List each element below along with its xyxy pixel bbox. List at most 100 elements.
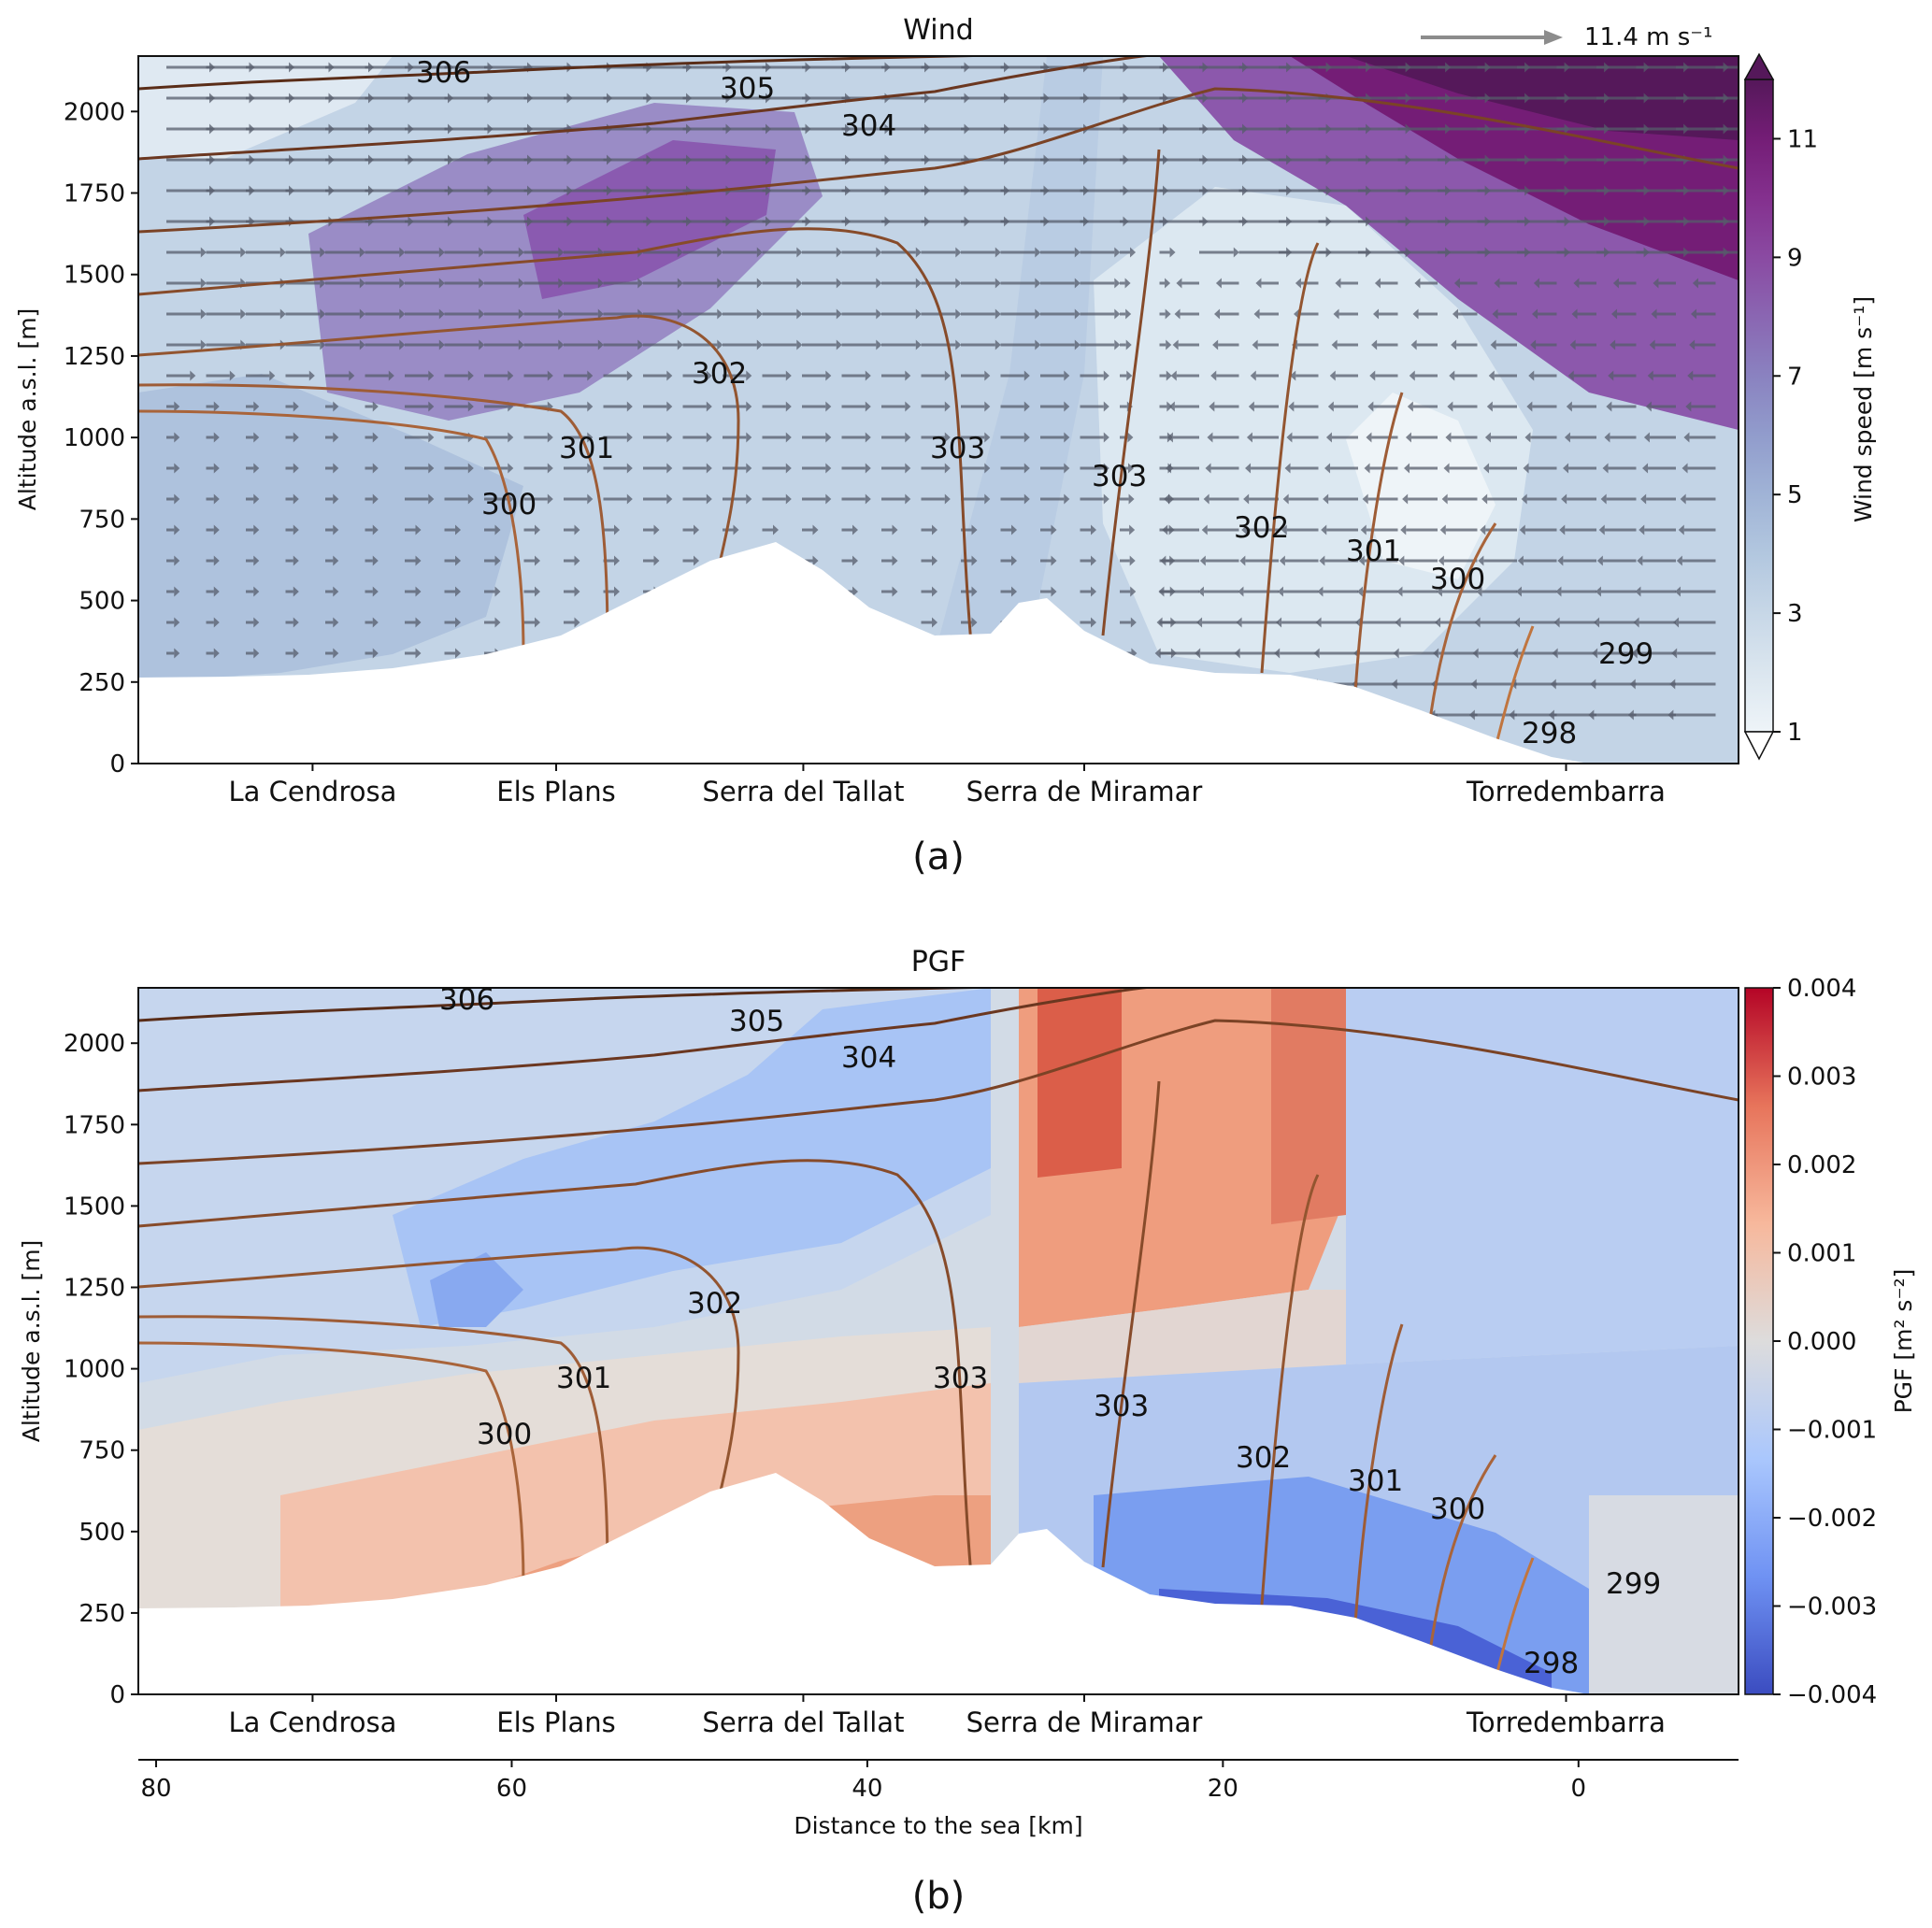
wind-vector-head	[1212, 339, 1219, 350]
wind-vector-head	[558, 339, 565, 350]
panel-a-location-label: Els Plans	[496, 776, 616, 807]
wind-vector-head	[1639, 524, 1645, 536]
wind-vector-head	[1483, 463, 1490, 474]
contour-label-303-b: 303	[933, 1362, 988, 1395]
panel-a-ytick-label: 1750	[64, 180, 125, 208]
panel-b-ytick-label: 750	[79, 1437, 125, 1465]
wind-vector-head	[535, 617, 540, 628]
wind-vector-head	[597, 278, 604, 289]
wind-vector-head	[1645, 401, 1652, 412]
pgf-region-negative-upper-right	[1346, 988, 1739, 1364]
contour-label-302-right-a: 302	[1234, 511, 1289, 545]
wind-vector-head	[1561, 493, 1567, 505]
wind-vector-head	[174, 463, 180, 474]
wind-vector-head	[1114, 278, 1121, 289]
wind-vector-head	[1364, 463, 1370, 474]
wind-colorbar-ticks: 1 3 5 7 9 11	[1773, 125, 1818, 747]
wind-vector-head	[825, 493, 832, 505]
wind-vector-head	[479, 339, 485, 350]
wind-vector-head	[1637, 555, 1643, 566]
contour-label-303-right-a: 303	[1092, 460, 1147, 493]
wind-vector-head	[455, 586, 461, 597]
wind-vector-head	[694, 524, 699, 536]
wind-vector-head	[1595, 586, 1601, 597]
wind-vector-head	[1166, 339, 1172, 350]
wind-vector-head	[944, 493, 951, 505]
wind-vector-head	[653, 555, 660, 566]
wind-vector-head	[1689, 339, 1696, 350]
wind-vector-head	[1130, 247, 1137, 258]
wind-vector-head	[279, 308, 286, 320]
wind-vector-head	[666, 463, 673, 474]
wind-vector-head	[1552, 648, 1558, 659]
wind-vector-head	[1051, 586, 1057, 597]
wind-vector-head	[359, 308, 365, 320]
wind-region-gap	[935, 56, 1103, 654]
wind-vector-head	[1374, 278, 1381, 289]
wind-vector-head	[1476, 586, 1482, 597]
wind-vector-head	[717, 339, 723, 350]
wind-vector-head	[455, 648, 461, 659]
contour-label-303-right-b: 303	[1094, 1390, 1149, 1423]
wind-vector-head	[253, 493, 260, 505]
wind-vector-head	[1274, 648, 1281, 659]
wind-vector-head	[213, 555, 220, 566]
isentrope-299-a	[1494, 625, 1535, 749]
wind-vector-head	[1526, 401, 1533, 412]
wind-vector-head	[415, 617, 422, 628]
wind-vector-head	[1241, 524, 1248, 536]
pgf-colorbar-tick-label: 0.001	[1787, 1240, 1856, 1268]
wind-vector-head	[1023, 370, 1030, 381]
panel-b-ytick-label: 1000	[64, 1356, 125, 1384]
wind-colorbar	[1744, 79, 1774, 733]
wind-vector-head	[359, 339, 365, 350]
wind-vector-head	[1164, 493, 1170, 505]
panel-a-location-labels: La Cendrosa Els Plans Serra del Tallat Serr…	[228, 764, 1666, 807]
wind-vector-head	[1125, 308, 1132, 320]
wind-vector-head	[558, 308, 565, 320]
wind-vector-head	[706, 493, 712, 505]
panel-b-location-label: Torredembarra	[1466, 1707, 1666, 1738]
wind-vector-head	[1165, 278, 1171, 289]
wind-vector-head	[915, 339, 922, 350]
wind-vector-head	[1402, 493, 1409, 505]
panel-a-location-label: Serra del Tallat	[702, 776, 904, 807]
wind-vector-head	[955, 247, 962, 258]
wind-vector-head	[1114, 247, 1121, 258]
wind-vector-head	[915, 308, 922, 320]
wind-vector-head	[1405, 432, 1411, 443]
wind-colorbar-tick-label: 11	[1787, 125, 1818, 153]
wind-vector-head	[587, 463, 594, 474]
wind-vector-head	[547, 493, 553, 505]
wind-vector-head	[944, 370, 951, 381]
wind-vector-head	[574, 617, 580, 628]
contour-label-306-a: 306	[416, 56, 471, 90]
wind-vector-head	[1325, 432, 1332, 443]
wind-vector-head	[971, 617, 978, 628]
wind-vector-head	[293, 524, 299, 536]
wind-vector-head	[1246, 432, 1252, 443]
wind-vector-head	[717, 247, 723, 258]
wind-vector-head	[1436, 586, 1442, 597]
wind-vector-head	[467, 401, 474, 412]
wind-vector-head	[1195, 648, 1201, 659]
wind-vector-head	[1286, 432, 1293, 443]
wind-vector-head	[587, 432, 594, 443]
wind-vector-head	[279, 247, 286, 258]
wind-vector-head	[1355, 617, 1362, 628]
contour-label-300-right-a: 300	[1430, 563, 1485, 596]
pgf-colorbar	[1744, 987, 1774, 1695]
wind-vector-head	[587, 401, 594, 412]
wind-vector-head	[455, 617, 461, 628]
wind-vector-head	[706, 463, 712, 474]
panel-a-ytick-label: 1250	[64, 343, 125, 371]
panel-b-x-ticks: 80 60 40 20 0	[140, 1760, 1586, 1803]
panel-b: PGF	[18, 946, 1917, 1918]
wind-vector-head	[1532, 308, 1538, 320]
wind-vector-head	[1114, 308, 1121, 320]
wind-vector-head	[1602, 463, 1609, 474]
wind-vector-head	[1091, 586, 1096, 597]
wind-vector-head	[1011, 524, 1017, 536]
wind-vector-head	[1236, 617, 1242, 628]
wind-vector-head	[905, 432, 911, 443]
